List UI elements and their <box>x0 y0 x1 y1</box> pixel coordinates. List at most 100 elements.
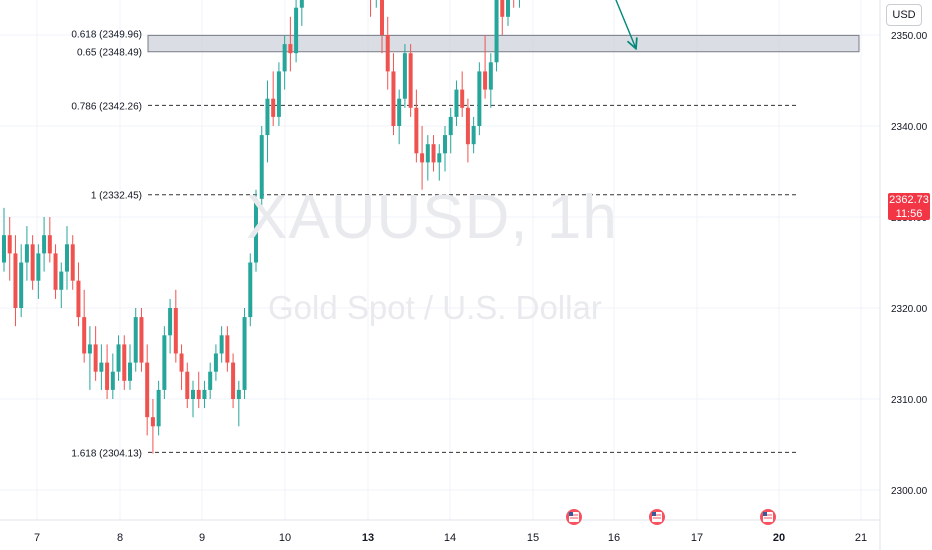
candle-body <box>116 344 121 372</box>
candle <box>93 326 98 381</box>
candle <box>282 35 287 90</box>
candle <box>271 71 276 126</box>
candle-body <box>156 389 161 427</box>
candle-body <box>420 153 425 163</box>
candle <box>380 0 384 54</box>
flag-canton <box>652 512 656 516</box>
candle <box>116 335 121 381</box>
candle-body <box>105 362 110 390</box>
zone-rectangle[interactable] <box>147 34 860 53</box>
candle <box>219 326 224 363</box>
time-tick-label: 7 <box>34 532 40 544</box>
candle <box>59 262 64 308</box>
candle <box>162 326 167 399</box>
candle <box>448 107 453 154</box>
candle-body <box>500 0 505 17</box>
candle <box>99 344 104 390</box>
bar-countdown: 11:56 <box>895 208 923 220</box>
candle-body <box>191 389 195 399</box>
candle <box>385 16 390 90</box>
candle-body <box>471 126 476 145</box>
candle-body <box>13 253 18 308</box>
candle <box>242 308 247 399</box>
time-tick-label: 20 <box>773 532 785 544</box>
candle <box>13 235 18 327</box>
economic-event-icon[interactable] <box>649 509 665 525</box>
candle-body <box>150 417 155 427</box>
economic-events[interactable] <box>566 509 776 525</box>
candle-body <box>53 253 58 290</box>
candle <box>254 189 258 272</box>
candle-body <box>93 344 98 372</box>
candle <box>7 217 12 281</box>
candle <box>231 353 236 409</box>
price-tick-label: 2320.00 <box>891 304 928 315</box>
fib-label: 1 (2332.45) <box>91 191 142 202</box>
candle <box>76 262 81 327</box>
candle-body <box>477 71 482 126</box>
candle <box>288 16 293 72</box>
candle <box>513 0 515 8</box>
candle-body <box>196 389 201 399</box>
candle <box>133 308 138 372</box>
candle <box>122 335 127 390</box>
bearish-arrow[interactable] <box>578 0 636 49</box>
candle <box>168 298 173 354</box>
current-price-tag: 2362.73 11:56 <box>888 193 930 220</box>
time-tick-label: 10 <box>279 532 291 544</box>
price-tick-label: 2300.00 <box>891 486 928 497</box>
candle <box>408 44 413 117</box>
candle <box>259 126 264 208</box>
candle <box>156 380 161 436</box>
candle-body <box>65 244 69 272</box>
candle-body <box>173 308 178 354</box>
candle-body <box>414 107 419 154</box>
time-tick-label: 15 <box>527 532 539 544</box>
projection-arrows[interactable] <box>578 0 726 49</box>
candle-body <box>408 53 413 108</box>
candle-body <box>437 153 442 163</box>
time-tick-label: 13 <box>362 532 374 544</box>
candle <box>391 53 396 136</box>
candle <box>139 308 144 372</box>
candle <box>431 135 436 172</box>
candle-body <box>259 135 264 199</box>
support-zone[interactable] <box>147 34 860 53</box>
candle <box>460 71 465 117</box>
candle <box>443 126 447 172</box>
candle-body <box>179 353 184 372</box>
candle-body <box>431 144 436 163</box>
fibonacci-levels[interactable]: -0.441 (2398.49)0 (2378.28)0.382 (2360.7… <box>68 0 797 459</box>
candle-body <box>276 71 281 117</box>
currency-button[interactable]: USD <box>886 4 922 26</box>
candle-body <box>2 235 6 263</box>
time-axis[interactable]: 7 8 9 10 13 14 15 16 17 20 21 <box>34 532 867 544</box>
candle <box>185 362 190 409</box>
candle-body <box>168 308 173 336</box>
candle-body <box>87 344 92 354</box>
candle-body <box>391 71 396 126</box>
candle-body <box>299 0 304 8</box>
candle-body <box>36 253 41 281</box>
candle <box>518 0 520 8</box>
candle <box>437 144 442 181</box>
candle <box>202 380 207 409</box>
candle-body <box>145 362 150 418</box>
candle <box>225 326 230 372</box>
candle-body <box>59 271 64 290</box>
candle <box>24 226 29 281</box>
candle-body <box>294 7 299 54</box>
candle <box>420 126 425 190</box>
candle-body <box>219 335 224 354</box>
candle <box>191 380 195 418</box>
candle-body <box>225 335 230 363</box>
price-axis[interactable]: 2300.002310.002320.002330.002340.002350.… <box>891 0 928 497</box>
candle <box>506 0 510 26</box>
candle <box>42 217 47 272</box>
candle <box>471 116 476 154</box>
economic-event-icon[interactable] <box>566 509 582 525</box>
candle-body <box>42 235 47 254</box>
economic-event-icon[interactable] <box>760 509 776 525</box>
candle <box>465 98 470 163</box>
